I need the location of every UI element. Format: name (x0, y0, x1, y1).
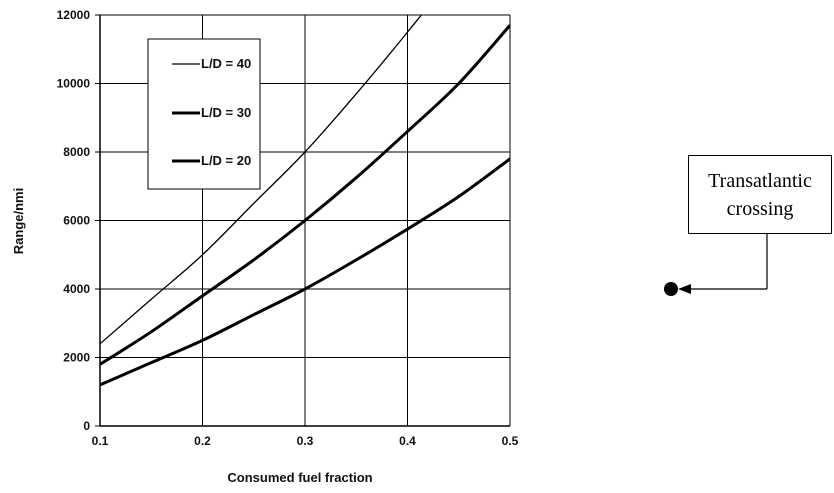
series-lines (100, 15, 510, 387)
x-tick-label: 0.2 (194, 434, 211, 448)
y-tick-label: 6000 (63, 214, 90, 228)
y-tick-label: 10000 (57, 77, 91, 91)
y-tick-label: 2000 (63, 351, 90, 365)
x-tick-label: 0.5 (502, 434, 519, 448)
transatlantic-marker (664, 234, 768, 296)
legend: L/D = 40 L/D = 30 L/D = 20 (147, 38, 261, 190)
x-tick-label: 0.3 (297, 434, 314, 448)
marker-arrow-head (678, 284, 691, 294)
transatlantic-callout: Transatlantic crossing (688, 155, 832, 234)
callout-line-1: Transatlantic (708, 169, 812, 192)
tick-labels: 0.1 0.2 0.3 0.4 0.5 0 2000 4000 6000 8000 10000 120… (57, 8, 519, 448)
x-axis-title: Consumed fuel fraction (227, 470, 372, 485)
legend-label-ld40: L/D = 40 (201, 56, 251, 71)
y-tick-label: 8000 (63, 145, 90, 159)
legend-label-ld20: L/D = 20 (201, 153, 251, 168)
marker-dot (664, 282, 678, 296)
y-tick-label: 0 (83, 419, 90, 433)
legend-label-ld30: L/D = 30 (201, 105, 251, 120)
y-tick-label: 4000 (63, 282, 90, 296)
y-tick-label: 12000 (57, 8, 91, 22)
series-line-0 (100, 15, 423, 345)
callout-line-2: crossing (726, 197, 794, 220)
axes (95, 14, 510, 427)
series-line-2 (100, 157, 510, 387)
x-tick-label: 0.1 (92, 434, 109, 448)
y-axis-title: Range/nmi (11, 188, 26, 254)
legend-box (147, 38, 261, 190)
series-line-1 (100, 24, 510, 366)
x-tick-label: 0.4 (399, 434, 416, 448)
